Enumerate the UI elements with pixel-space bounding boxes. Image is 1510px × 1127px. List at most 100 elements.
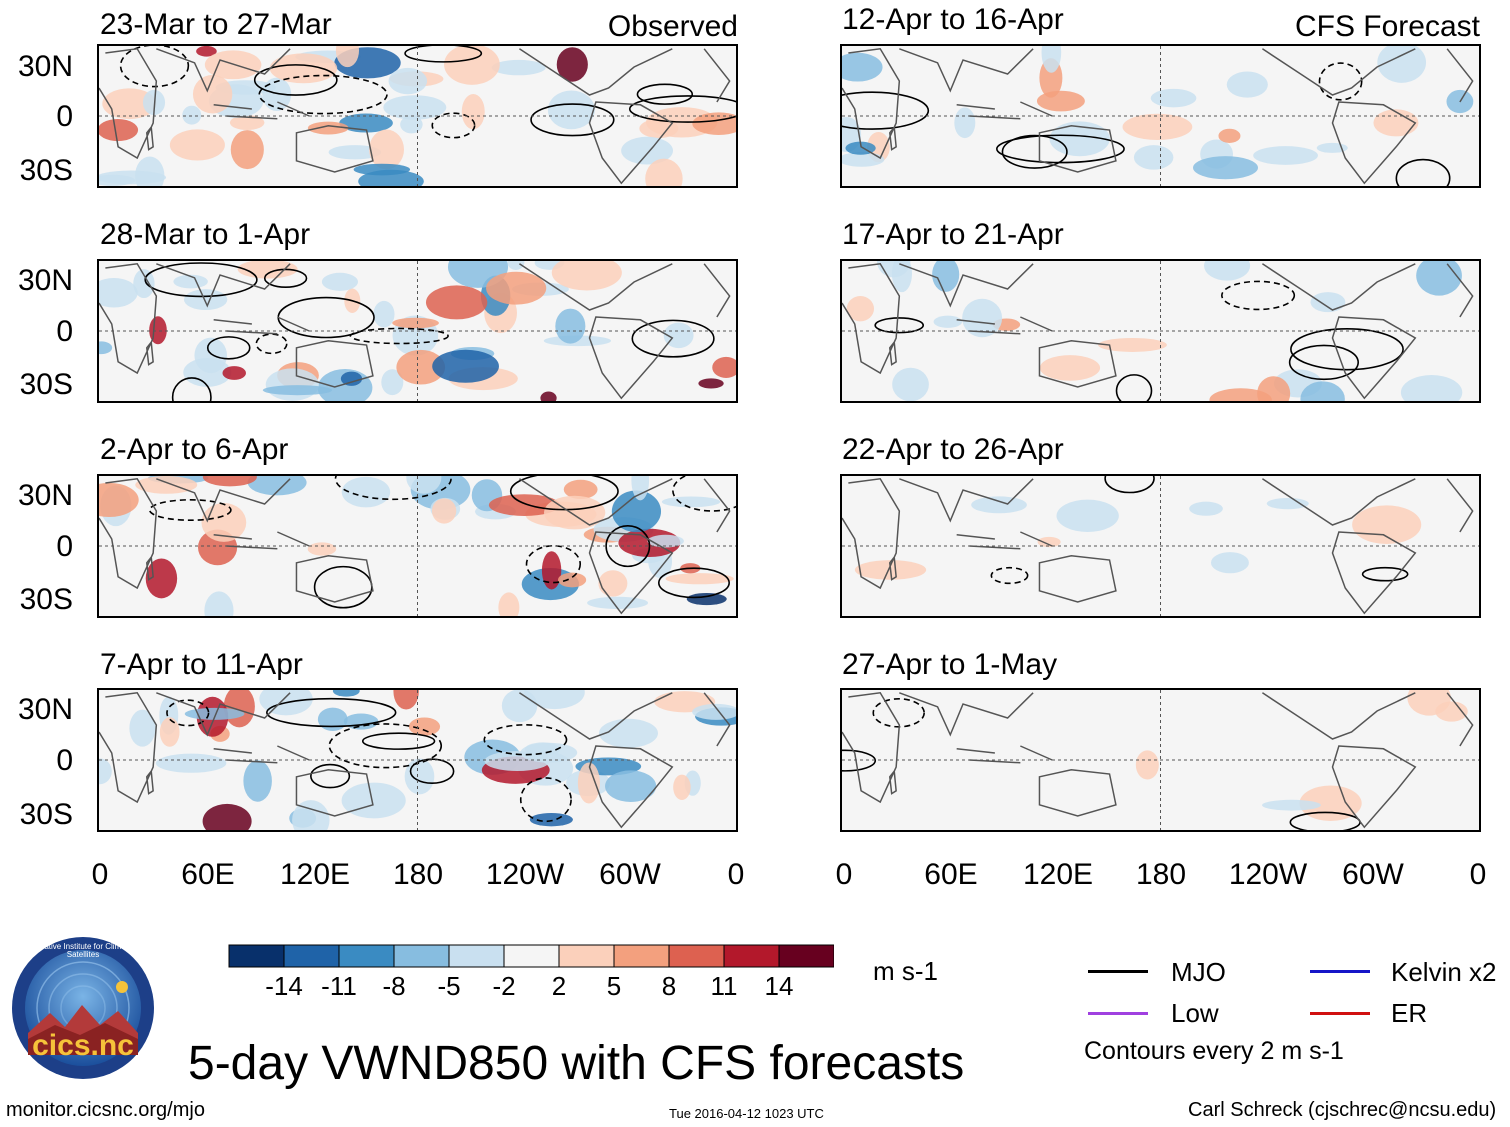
anomaly-patch: [488, 494, 560, 516]
anomaly-patch: [577, 762, 600, 804]
anomaly-patch: [673, 774, 691, 800]
contour-line: [409, 758, 455, 785]
map-panel-obs-1: [97, 44, 738, 188]
lat-label-30s: 30S: [19, 583, 73, 616]
lon-label: 60W: [599, 858, 661, 891]
anomaly-patch: [229, 115, 265, 131]
anomaly-patch: [1041, 46, 1062, 73]
contour-line: [605, 524, 651, 568]
map-canvas: [842, 46, 1479, 186]
anomaly-patch: [621, 136, 673, 165]
anomaly-patch: [1226, 71, 1268, 98]
contour-line: [263, 268, 308, 288]
anomaly-patch: [373, 300, 395, 328]
lon-label: 60W: [1342, 858, 1404, 891]
contour-line: [119, 46, 190, 88]
anomaly-patch: [661, 496, 721, 508]
anomaly-patch: [692, 112, 736, 135]
panel-title: 2-Apr to 6-Apr: [100, 433, 289, 466]
colorbar-tick-label: -11: [321, 971, 357, 1001]
anomaly-patch: [484, 751, 550, 772]
anomaly-patch: [369, 129, 405, 170]
anomaly-patch: [1098, 337, 1167, 352]
legend-label-mjo: MJO: [1171, 957, 1226, 987]
anomaly-patch: [388, 67, 428, 95]
anomaly-patch: [243, 760, 272, 802]
anomaly-patch: [892, 367, 929, 401]
lat-label-30n: 30N: [17, 264, 73, 297]
contour-line: [530, 103, 615, 137]
anomaly-patch: [237, 261, 298, 279]
anomaly-patch: [1262, 799, 1321, 811]
anomaly-patch: [133, 269, 155, 299]
lon-label: 60E: [924, 858, 978, 891]
coastline: [842, 47, 1474, 185]
anomaly-patch: [99, 758, 112, 785]
units-label: m s-1: [873, 956, 938, 986]
anomaly-patch: [99, 119, 139, 142]
map-panel-obs-2: [97, 259, 738, 403]
coastline: [842, 691, 1474, 829]
map-canvas: [99, 261, 736, 401]
anomaly-patch: [173, 274, 208, 289]
contour-line: [206, 336, 251, 360]
lon-label: 180: [1135, 858, 1187, 891]
logo-text: cics.nc: [32, 1029, 134, 1062]
anomaly-patch: [425, 285, 488, 320]
anomaly-patch: [1204, 261, 1251, 281]
lon-label: 0: [91, 858, 109, 891]
anomaly-patch: [486, 271, 547, 305]
contour-line: [1104, 476, 1155, 494]
anomaly-patch: [182, 105, 202, 125]
contour-line: [628, 95, 736, 123]
forecast-tag: CFS Forecast: [1294, 10, 1480, 43]
contour-line: [310, 763, 351, 789]
anomaly-patch: [406, 476, 442, 494]
website-link[interactable]: monitor.cicsnc.org/mjo: [6, 1099, 205, 1121]
lat-label-30s: 30S: [19, 154, 73, 187]
contour-line: [842, 91, 930, 130]
anomaly-patch: [933, 315, 963, 328]
contour-line: [1288, 344, 1359, 381]
panel-title: 12-Apr to 16-Apr: [842, 3, 1064, 36]
anomaly-patch: [192, 74, 233, 114]
anomaly-patch: [543, 495, 606, 530]
panel-title: 28-Mar to 1-Apr: [100, 218, 311, 251]
legend-label-low: Low: [1171, 998, 1219, 1028]
figure-title: 5-day VWND850 with CFS forecasts: [188, 1037, 965, 1090]
anomaly-patch: [1300, 381, 1345, 401]
anomaly-patch: [341, 782, 406, 819]
anomaly-patch: [556, 47, 588, 82]
anomaly-patch: [343, 713, 379, 730]
contour-line: [672, 476, 736, 512]
anomaly-patch: [321, 272, 359, 291]
anomaly-patch: [1193, 156, 1258, 180]
coastline: [99, 477, 731, 615]
anomaly-patch: [1049, 121, 1110, 157]
anomaly-patch: [692, 703, 736, 720]
lon-label: 180: [392, 858, 444, 891]
anomaly-patch: [1253, 146, 1318, 165]
anomaly-patch: [1150, 88, 1197, 108]
anomaly-patch: [99, 174, 136, 186]
anomaly-patch: [247, 476, 307, 496]
legend-line-mjo: [1088, 970, 1148, 973]
map-panel-fc-2: [840, 259, 1481, 403]
coastline: [99, 47, 731, 185]
map-panel-fc-1: [840, 44, 1481, 188]
lon-label: 120W: [485, 858, 565, 891]
contour-line: [328, 723, 443, 769]
colorbar-tick-label: -2: [492, 971, 516, 1001]
contour-line: [404, 46, 483, 63]
anomaly-patch: [332, 690, 360, 697]
contour-line: [258, 74, 388, 115]
lat-label-30s: 30S: [19, 798, 73, 831]
lat-label-30n: 30N: [17, 479, 73, 512]
colorbar-tick-label: -8: [382, 971, 406, 1001]
colorbar-swatch: [448, 944, 505, 968]
anomaly-patch: [1209, 388, 1272, 401]
panel-title: 22-Apr to 26-Apr: [842, 433, 1064, 466]
map-canvas: [99, 690, 736, 830]
panel-title: 7-Apr to 11-Apr: [100, 648, 303, 681]
contour-line: [431, 112, 476, 139]
